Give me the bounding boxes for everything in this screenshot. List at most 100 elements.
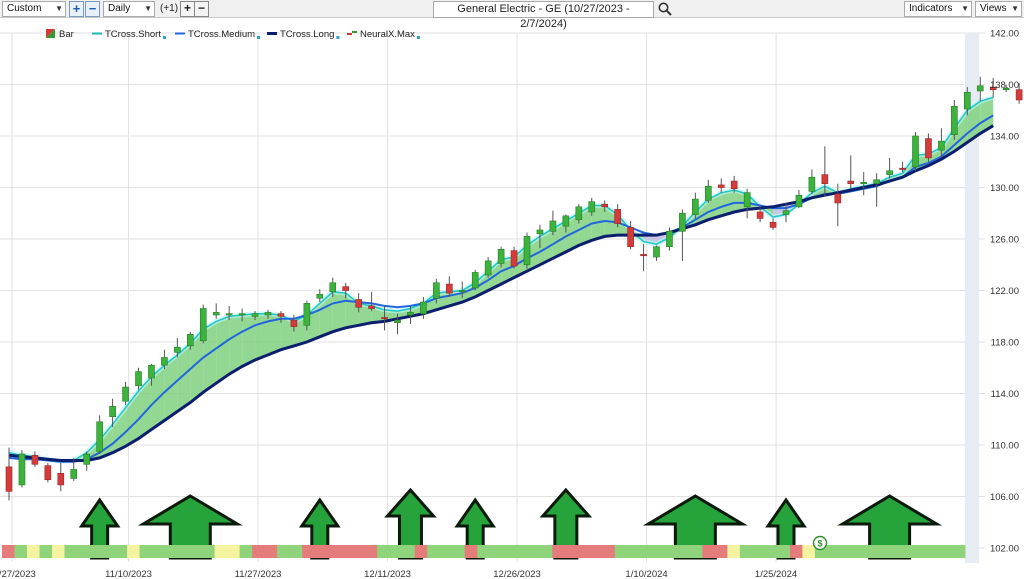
legend-item[interactable]: NeuralX.Max (347, 29, 420, 40)
candle (588, 197, 596, 216)
x-tick-label: 10/27/2023 (0, 569, 36, 579)
x-tick-label: 1/10/2024 (625, 569, 667, 579)
y-tick-label: 126.00 (990, 235, 1019, 246)
candle-body (484, 260, 492, 276)
candle (925, 133, 932, 162)
signal-bar-segment (514, 545, 528, 558)
candle-body (264, 312, 272, 316)
candle (951, 99, 958, 140)
range-select[interactable]: Custom ▼ (2, 1, 66, 17)
signal-bar-segment (277, 545, 291, 558)
signal-bar-segment (52, 545, 66, 558)
candle-body (860, 182, 868, 184)
signal-bar-segment (502, 545, 516, 558)
signal-bar-segment (627, 545, 641, 558)
candle (808, 169, 816, 194)
signal-bar-segment (614, 545, 628, 558)
candle-body (497, 249, 505, 264)
legend-item[interactable]: TCross.Medium (175, 29, 261, 40)
candle-body (381, 317, 388, 320)
signal-bar-segment (939, 545, 953, 558)
candle-body (303, 303, 311, 326)
signal-bar-segment (439, 545, 453, 558)
signal-bar-segment (714, 545, 728, 558)
symbol-title-field[interactable]: General Electric - GE (10/27/2023 - 2/7/… (433, 1, 654, 30)
signal-bar-segment (677, 545, 691, 558)
signal-bar-segment (127, 545, 141, 558)
views-button[interactable]: Views ▼ (975, 1, 1022, 17)
signal-bar-segment (77, 545, 91, 558)
candle-body (5, 466, 13, 492)
candle-body (679, 212, 686, 232)
signal-bar-segment (727, 545, 741, 558)
candle (627, 220, 634, 250)
y-tick-label: 102.00 (990, 544, 1019, 555)
candle (329, 277, 337, 297)
candle (264, 309, 272, 319)
legend-item[interactable]: TCross.Long (267, 29, 340, 40)
x-tick-label: 11/27/2023 (235, 569, 282, 579)
candle-body (83, 453, 90, 465)
dollar-marker-text: $ (817, 539, 822, 549)
dollar-marker[interactable]: $ (812, 535, 828, 551)
candle (433, 278, 440, 304)
candle (756, 205, 764, 223)
candle-body (355, 299, 362, 308)
settings-dot-icon[interactable] (257, 36, 261, 39)
signal-bar-segment (102, 545, 116, 558)
y-tick-label: 118.00 (991, 338, 1019, 349)
y-tick-label: 122.00 (990, 286, 1019, 297)
signal-bar-segment (39, 545, 53, 558)
candle-body (1015, 89, 1023, 101)
zoom-out-button[interactable]: − (85, 1, 100, 17)
chevron-down-icon: ▼ (144, 4, 152, 13)
signal-bar-segment (764, 545, 778, 558)
candle-body (692, 198, 699, 215)
candle-body (653, 246, 660, 258)
candle (873, 173, 880, 207)
y-tick-label: 114.00 (991, 389, 1019, 400)
signal-bar-segment (802, 545, 816, 558)
candle (484, 257, 492, 278)
legend-label: TCross.Short (105, 29, 161, 40)
chart-legend: Bar TCross.Short TCross.Medium TCross.Long N… (46, 29, 420, 40)
search-icon[interactable] (657, 1, 673, 17)
candle (963, 87, 971, 116)
candle (83, 451, 90, 471)
candle-body (627, 227, 634, 248)
candle-body (187, 333, 194, 347)
legend-item[interactable]: TCross.Short (92, 29, 166, 40)
legend-item[interactable]: Bar (46, 29, 74, 40)
signal-bar-segment (202, 545, 216, 558)
candle (976, 76, 984, 102)
settings-dot-icon[interactable] (336, 36, 340, 39)
candle (536, 224, 544, 249)
offset-minus-button[interactable]: − (194, 1, 209, 17)
candle-body (640, 254, 647, 257)
signal-bar-segment (877, 545, 891, 558)
candle-body (510, 250, 518, 267)
candle (471, 269, 479, 291)
zoom-in-button[interactable]: + (69, 1, 84, 17)
candle-body (821, 174, 829, 184)
candle (303, 300, 311, 331)
offset-plus-button[interactable]: + (180, 1, 195, 17)
signal-bar-segment (527, 545, 541, 558)
settings-dot-icon[interactable] (162, 36, 166, 39)
candle-body (420, 301, 427, 314)
interval-select[interactable]: Daily ▼ (103, 1, 155, 17)
candle-body (601, 203, 609, 208)
y-axis: 142.00 138.00 134.00 130.00 126.00 122.00 118.… (990, 29, 1019, 555)
candle (821, 146, 829, 197)
settings-dot-icon[interactable] (416, 36, 420, 39)
y-tick-label: 130.00 (990, 183, 1019, 194)
price-chart[interactable]: Bar TCross.Short TCross.Medium TCross.Long N… (0, 18, 1024, 579)
signal-bar-segment (602, 545, 616, 558)
signal-bar-segment (114, 545, 128, 558)
signal-bar-segment (564, 545, 578, 558)
signal-bar-segment (64, 545, 78, 558)
candle-body (756, 211, 764, 219)
candle (601, 200, 609, 212)
bar-swatch-icon (46, 29, 55, 38)
indicators-button[interactable]: Indicators ▼ (904, 1, 972, 17)
